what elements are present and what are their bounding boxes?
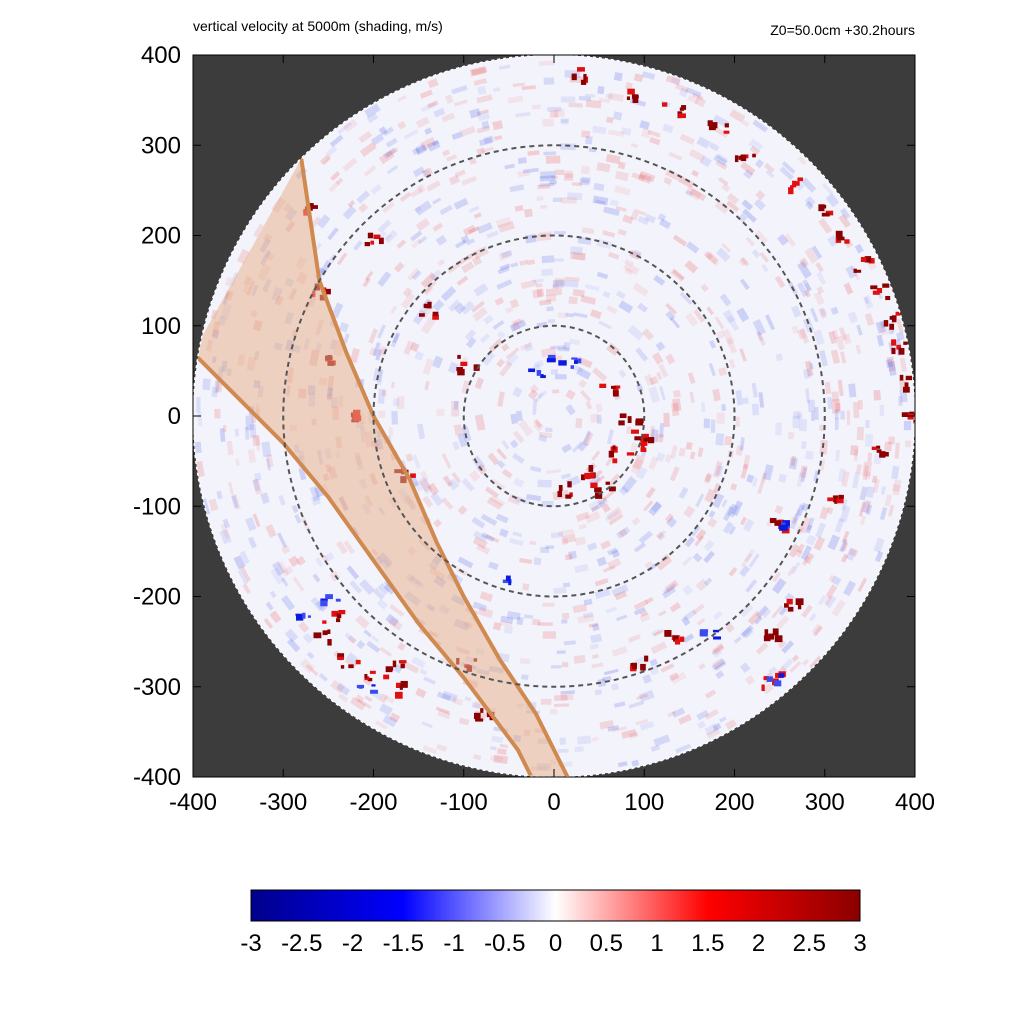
y-tick-label: 300: [141, 132, 181, 159]
updraft-cell: [818, 204, 834, 217]
colorbar-tick-label: 0.5: [590, 930, 623, 957]
updraft-cell: [901, 411, 915, 424]
updraft-cell: [788, 177, 804, 195]
updraft-cell: [626, 88, 639, 103]
x-tick-label: -200: [349, 789, 397, 816]
updraft-cell: [364, 670, 390, 682]
updraft-cell: [640, 436, 655, 453]
x-tick-label: 0: [547, 789, 560, 816]
updraft-cell: [599, 383, 621, 397]
downdraft-cell: [766, 673, 785, 687]
updraft-cell: [853, 256, 875, 273]
updraft-cell: [395, 680, 408, 699]
updraft-cell: [608, 445, 635, 464]
colorbar-tick-label: 0: [549, 930, 562, 957]
updraft-cell: [707, 120, 730, 134]
x-tick-label: 400: [895, 789, 935, 816]
y-tick-label: -400: [133, 764, 181, 791]
range-ring: [282, 144, 826, 688]
chart-subtitle: Z0=50.0cm +30.2hours: [770, 22, 915, 38]
swath-left-edge: [299, 158, 570, 777]
downdraft-cells: [295, 354, 790, 694]
updraft-cell: [870, 283, 891, 301]
updraft-cell: [313, 629, 332, 646]
y-tick-label: 400: [141, 42, 181, 69]
range-ring: [462, 324, 646, 508]
colorbar-tick-label: 3: [853, 930, 866, 957]
colorbar-tick-label: -3: [240, 930, 261, 957]
downdraft-cell: [570, 357, 582, 369]
colorbar-tick-label: -2: [342, 930, 363, 957]
colorbar-tick-label: -2.5: [281, 930, 322, 957]
x-tick-label: -100: [440, 789, 488, 816]
updraft-cell: [618, 413, 644, 426]
updraft-cell: [883, 311, 904, 330]
colorbar-tick-label: 1.5: [691, 930, 724, 957]
updraft-cell: [630, 655, 649, 672]
colorbar-tick-label: -0.5: [484, 930, 525, 957]
updraft-cell: [580, 465, 596, 481]
x-tick-label: 300: [805, 789, 845, 816]
updraft-cell: [784, 598, 804, 612]
updraft-cell: [322, 609, 346, 624]
updraft-cell: [871, 445, 889, 458]
downdraft-cell: [699, 629, 722, 640]
updraft-cell: [827, 494, 844, 504]
downdraft-cell: [320, 594, 341, 607]
updraft-cell: [337, 653, 361, 669]
colorbar-tick-label: -1: [443, 930, 464, 957]
updraft-cell: [891, 339, 911, 355]
updraft-cell: [590, 481, 616, 499]
downdraft-cell: [779, 520, 790, 531]
y-tick-label: 100: [141, 313, 181, 340]
downdraft-cell: [528, 368, 546, 379]
updraft-cell: [571, 67, 589, 85]
downdraft-cell: [295, 612, 311, 621]
updraft-cell: [835, 230, 850, 244]
colorbar-tick-label: -1.5: [383, 930, 424, 957]
colorbar-tick-label: 1: [650, 930, 663, 957]
swath-right-edge: [193, 351, 534, 777]
chart-title: vertical velocity at 5000m (shading, m/s…: [193, 18, 443, 34]
domain-disk: [193, 55, 915, 777]
colorbar: [250, 889, 861, 922]
range-ring: [372, 234, 736, 598]
updraft-cell: [763, 628, 783, 643]
updraft-cell: [385, 660, 407, 673]
x-tick-label: 200: [714, 789, 754, 816]
downdraft-cell: [356, 684, 378, 694]
y-tick-label: -200: [133, 584, 181, 611]
updraft-cell: [557, 481, 573, 499]
updraft-cell: [664, 630, 685, 645]
updraft-cell: [734, 153, 756, 163]
y-tick-label: 200: [141, 223, 181, 250]
colorbar-tick-label: 2.5: [793, 930, 826, 957]
x-tick-label: 100: [624, 789, 664, 816]
colorbar-tick-label: 2: [752, 930, 765, 957]
downdraft-cell: [502, 575, 512, 586]
updraft-cell: [661, 102, 687, 119]
y-tick-label: -100: [133, 493, 181, 520]
y-tick-label: 0: [168, 403, 181, 430]
updraft-cell: [364, 232, 384, 247]
y-tick-label: -300: [133, 674, 181, 701]
x-tick-label: -300: [259, 789, 307, 816]
x-tick-label: -400: [169, 789, 217, 816]
downdraft-cell: [546, 354, 567, 366]
updraft-cell: [418, 301, 439, 320]
